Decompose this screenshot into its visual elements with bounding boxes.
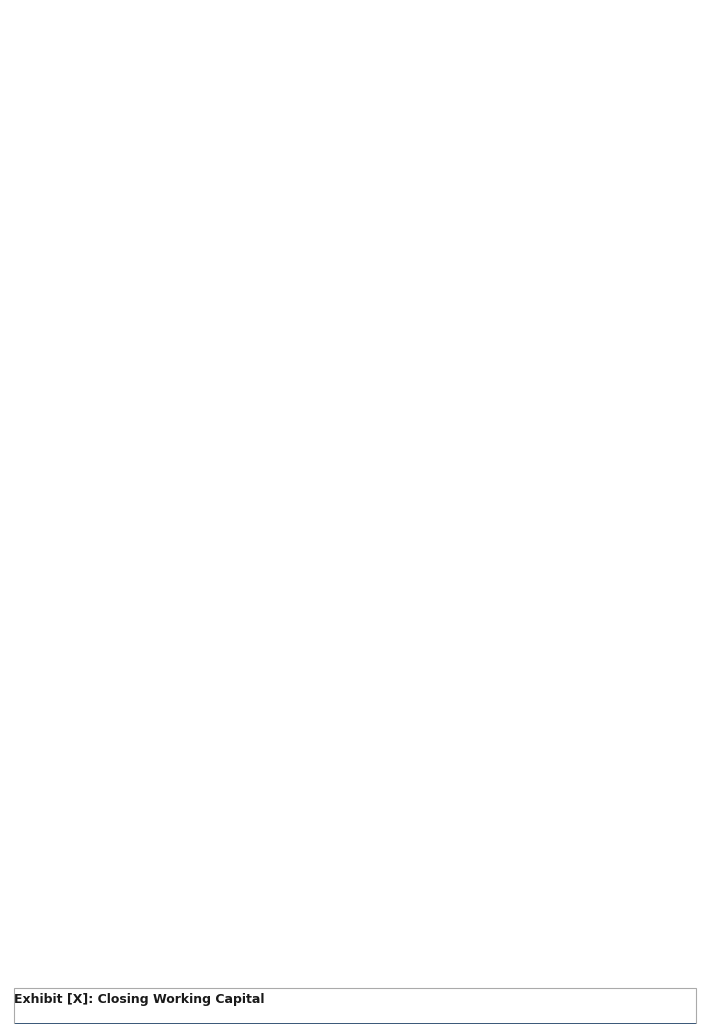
- Bar: [14, 988, 696, 1024]
- Text: Exhibit [X]: Closing Working Capital: Exhibit [X]: Closing Working Capital: [14, 993, 265, 1007]
